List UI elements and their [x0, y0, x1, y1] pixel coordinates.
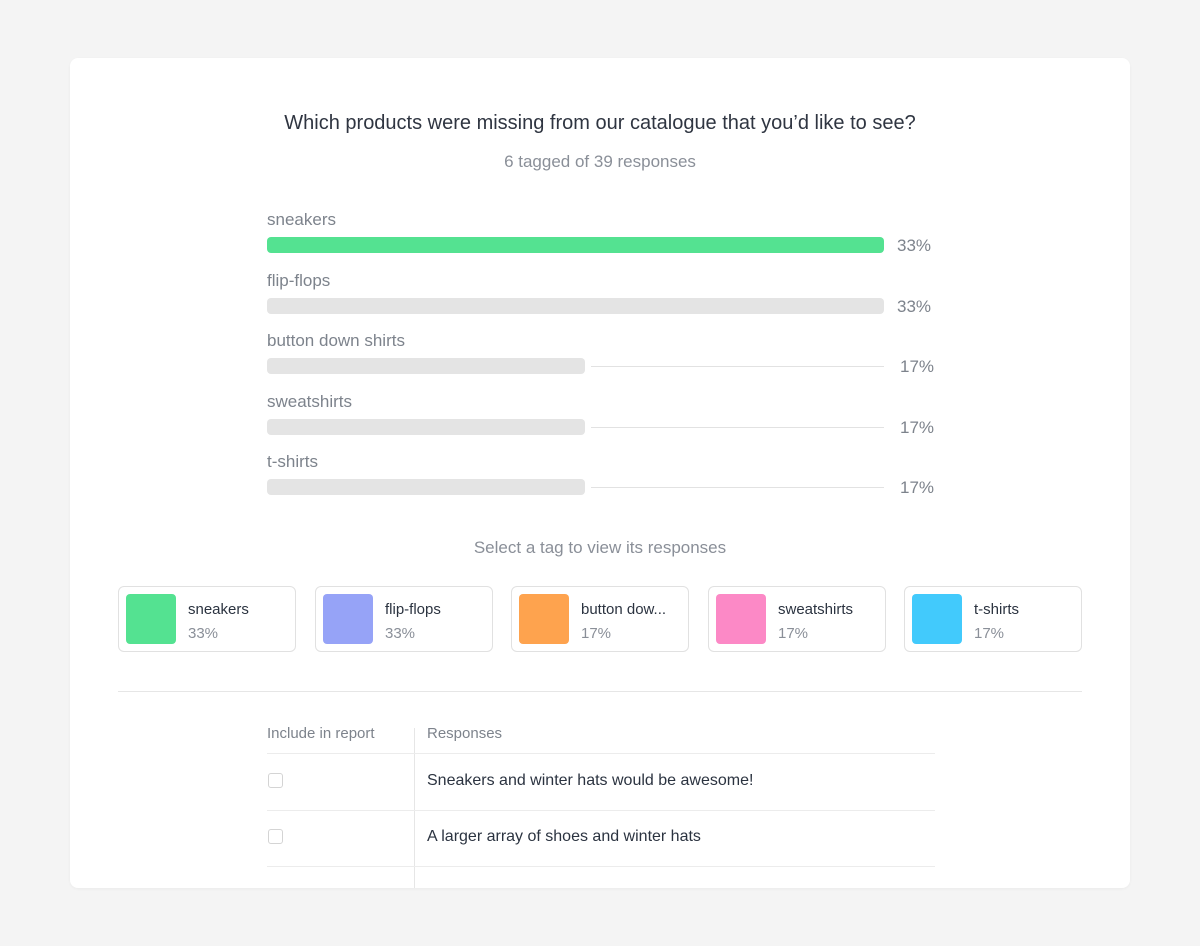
tag-card[interactable]: button dow... 17% — [511, 586, 689, 652]
bar-label: sweatshirts — [267, 392, 352, 412]
tag-card[interactable]: sneakers 33% — [118, 586, 296, 652]
tag-percentage: 17% — [581, 625, 611, 642]
tag-selector: sneakers 33% flip-flops 33% button dow... 17%… — [118, 586, 1082, 652]
bar — [267, 419, 585, 435]
bar-row: flip-flops 33% — [267, 271, 937, 332]
select-tag-hint: Select a tag to view its responses — [70, 538, 1130, 558]
question-results-card: Which products were missing from our cat… — [70, 58, 1130, 888]
bar-row: sneakers 33% — [267, 210, 937, 271]
tag-color-swatch — [323, 594, 373, 644]
bar-row: t-shirts 17% — [267, 452, 937, 513]
bar-track — [267, 358, 884, 374]
row-divider — [267, 810, 935, 811]
tag-name: sneakers — [188, 601, 288, 618]
tag-name: flip-flops — [385, 601, 485, 618]
bar-value-label: 17% — [900, 418, 934, 438]
bar-label: button down shirts — [267, 331, 405, 351]
header-row-divider — [267, 753, 935, 754]
bar-guide-line — [591, 487, 884, 488]
bar — [267, 479, 585, 495]
tag-percentage: 17% — [974, 625, 1004, 642]
bar-track — [267, 237, 884, 253]
tag-percentage: 33% — [385, 625, 415, 642]
question-title: Which products were missing from our cat… — [70, 112, 1130, 135]
tag-percentage: 17% — [778, 625, 808, 642]
response-count: 6 tagged of 39 responses — [70, 152, 1130, 172]
tag-name: sweatshirts — [778, 601, 878, 618]
column-divider — [414, 728, 415, 888]
include-in-report-header: Include in report — [267, 725, 375, 742]
tag-name: button dow... — [581, 601, 681, 618]
bar-label: sneakers — [267, 210, 336, 230]
bar-row: sweatshirts 17% — [267, 392, 937, 453]
tag-bar-chart: sneakers 33% flip-flops 33% button down shir… — [267, 210, 937, 513]
bar-guide-line — [591, 366, 884, 367]
bar-value-label: 17% — [900, 357, 934, 377]
tag-card[interactable]: sweatshirts 17% — [708, 586, 886, 652]
bar-value-label: 33% — [897, 297, 931, 317]
bar-track — [267, 298, 884, 314]
bar — [267, 298, 884, 314]
response-text: Sneakers and winter hats would be awesom… — [427, 772, 753, 790]
responses-header: Responses — [427, 725, 502, 742]
bar-value-label: 17% — [900, 478, 934, 498]
tag-color-swatch — [912, 594, 962, 644]
tag-color-swatch — [716, 594, 766, 644]
bar-guide-line — [591, 427, 884, 428]
responses-table: Include in report Responses Sneakers and… — [267, 718, 935, 888]
tag-card[interactable]: t-shirts 17% — [904, 586, 1082, 652]
tag-card[interactable]: flip-flops 33% — [315, 586, 493, 652]
bar-value-label: 33% — [897, 236, 931, 256]
row-divider — [267, 866, 935, 867]
bar-track — [267, 479, 884, 495]
bar-row: button down shirts 17% — [267, 331, 937, 392]
tag-percentage: 33% — [188, 625, 218, 642]
response-text: A larger array of shoes and winter hats — [427, 828, 701, 846]
bar — [267, 358, 585, 374]
include-checkbox[interactable] — [268, 829, 283, 844]
tag-color-swatch — [126, 594, 176, 644]
bar-label: t-shirts — [267, 452, 318, 472]
include-checkbox[interactable] — [268, 773, 283, 788]
tag-color-swatch — [519, 594, 569, 644]
bar-track — [267, 419, 884, 435]
bar-label: flip-flops — [267, 271, 330, 291]
tag-name: t-shirts — [974, 601, 1074, 618]
bar — [267, 237, 884, 253]
section-divider — [118, 691, 1082, 692]
